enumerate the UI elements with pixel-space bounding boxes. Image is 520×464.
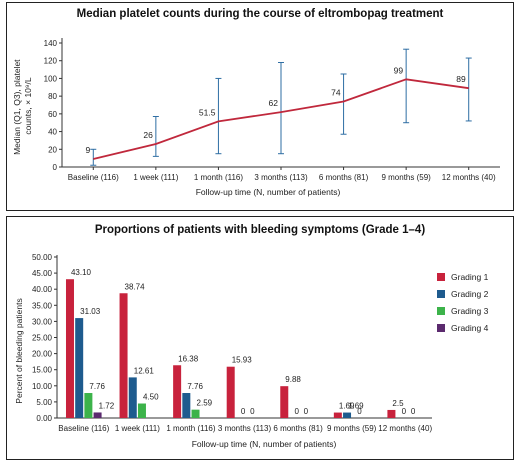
- bar-value-label: 43.10: [71, 268, 92, 277]
- bleeding-chart-panel: Proportions of patients with bleeding sy…: [6, 216, 514, 460]
- legend-label: Grading 1: [451, 272, 489, 282]
- platelet-chart-title: Median platelet counts during the course…: [76, 8, 444, 20]
- bar: [137, 403, 146, 418]
- bar-value-label: 38.74: [125, 282, 146, 291]
- x-tick-label: 9 months (59): [381, 173, 431, 182]
- bar-value-label: 31.03: [80, 307, 101, 316]
- legend-swatch: [437, 324, 445, 332]
- bar: [84, 393, 93, 418]
- y-axis-label-line-1: Median (Q1, Q3), platelet: [12, 59, 22, 155]
- y-tick-label: 20: [48, 145, 57, 154]
- x-tick-label: 1 week (111): [115, 424, 160, 433]
- y-tick-label: 35.00: [32, 301, 53, 310]
- y-tick-label: 0.00: [36, 414, 52, 423]
- bar: [182, 393, 191, 418]
- data-label: 9: [86, 145, 91, 155]
- bar: [387, 409, 396, 418]
- bleeding-bar-chart: Percent of bleeding patients Follow-up t…: [14, 253, 489, 449]
- bleeding-chart-title: Proportions of patients with bleeding sy…: [94, 224, 426, 236]
- bar-value-label: 15.93: [232, 356, 253, 365]
- y-tick-label: 30.00: [32, 317, 53, 326]
- bar-value-label: 0: [294, 407, 299, 416]
- y-tick-label: 5.00: [36, 398, 52, 407]
- x-tick-label: Baseline (116): [68, 173, 119, 182]
- data-label: 99: [394, 65, 404, 75]
- bar-value-label: 12.61: [134, 366, 155, 375]
- bar: [173, 365, 182, 418]
- legend-swatch: [437, 273, 445, 281]
- x-tick-label: 3 months (113): [254, 173, 308, 182]
- x-tick-label: 12 months (40): [378, 424, 432, 433]
- bar: [226, 366, 235, 418]
- data-label: 51.5: [199, 107, 216, 117]
- y-tick-label: 50.00: [32, 253, 53, 262]
- legend-label: Grading 4: [451, 323, 489, 333]
- x-axis-label: Follow-up time (N, number of patients): [196, 187, 341, 197]
- bar-value-label: 2.5: [392, 399, 404, 408]
- bar: [93, 412, 102, 418]
- bar: [119, 293, 128, 418]
- legend-label: Grading 2: [451, 289, 489, 299]
- bar: [191, 409, 200, 418]
- x-tick-label: 12 months (40): [442, 173, 496, 182]
- x-tick-label: 1 month (116): [166, 424, 216, 433]
- bar-value-label: 4.50: [143, 393, 159, 402]
- y-tick-label: 100: [44, 74, 58, 83]
- y-tick-label: 15.00: [32, 366, 53, 375]
- y-tick-label: 40.00: [32, 285, 53, 294]
- y-tick-label: 40: [48, 128, 57, 137]
- y-axis-label: Median (Q1, Q3), platelet counts, × 10⁹/…: [12, 57, 33, 155]
- y-tick-label: 80: [48, 92, 57, 101]
- platelet-chart-panel: Median platelet counts during the course…: [6, 2, 514, 211]
- y-axis-label-line-2: counts, × 10⁹/L: [23, 77, 33, 135]
- bar-value-label: 7.76: [187, 382, 203, 391]
- bar-value-label: 9.88: [285, 375, 301, 384]
- bar-value-label: 0: [402, 407, 407, 416]
- bar-value-label: 16.38: [178, 354, 199, 363]
- x-tick-label: 9 months (59): [327, 424, 377, 433]
- legend-swatch: [437, 290, 445, 298]
- x-axis-label: Follow-up time (N, number of patients): [192, 439, 337, 449]
- y-tick-label: 140: [44, 39, 58, 48]
- data-label: 26: [143, 130, 153, 140]
- bar: [333, 412, 342, 418]
- bar-value-label: 0: [241, 407, 246, 416]
- y-tick-label: 10.00: [32, 382, 53, 391]
- bar-value-label: 0: [250, 407, 255, 416]
- bar: [128, 377, 137, 418]
- x-tick-label: 3 months (113): [218, 424, 272, 433]
- bar: [280, 386, 289, 418]
- bar: [75, 318, 84, 418]
- bar-value-label: 0: [411, 407, 416, 416]
- y-tick-label: 25.00: [32, 334, 53, 343]
- data-label: 89: [456, 74, 466, 84]
- y-tick-label: 20.00: [32, 350, 53, 359]
- y-tick-label: 45.00: [32, 269, 53, 278]
- bar: [65, 279, 74, 418]
- bar-value-label: 1.69: [339, 402, 355, 411]
- data-label: 74: [331, 87, 341, 97]
- platelet-line-chart: Median (Q1, Q3), platelet counts, × 10⁹/…: [12, 38, 500, 197]
- bar-value-label: 0: [304, 407, 309, 416]
- data-label: 62: [269, 98, 279, 108]
- x-tick-label: 1 month (116): [194, 173, 244, 182]
- y-tick-label: 60: [48, 110, 57, 119]
- median-line: [93, 78, 469, 160]
- x-tick-label: 1 week (111): [133, 173, 178, 182]
- bar-value-label: 1.69: [348, 402, 364, 411]
- bar-value-label: 0: [357, 407, 362, 416]
- y-tick-label: 120: [44, 57, 58, 66]
- x-tick-label: Baseline (116): [58, 424, 109, 433]
- x-tick-label: 6 months (81): [273, 424, 323, 433]
- bar-value-label: 2.59: [197, 399, 213, 408]
- legend-label: Grading 3: [451, 306, 489, 316]
- bar: [343, 412, 352, 418]
- bar-value-label: 1.72: [99, 401, 115, 410]
- y-tick-label: 0: [53, 163, 58, 172]
- legend-swatch: [437, 307, 445, 315]
- x-tick-label: 6 months (81): [319, 173, 369, 182]
- bar-value-label: 7.76: [89, 382, 105, 391]
- y-axis-label: Percent of bleeding patients: [14, 298, 24, 403]
